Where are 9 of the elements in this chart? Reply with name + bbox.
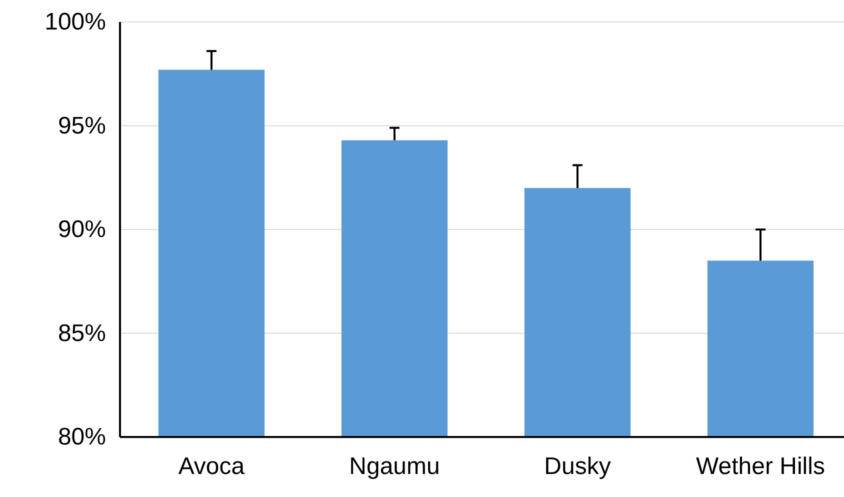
x-tick-label: Wether Hills	[696, 453, 825, 480]
x-tick-label: Ngaumu	[349, 453, 440, 480]
x-tick-label: Avoca	[178, 453, 246, 480]
y-tick-label: 90%	[58, 216, 106, 244]
y-tick-label: 80%	[58, 424, 106, 451]
y-tick-label: 85%	[58, 320, 106, 347]
y-tick-label: 95%	[58, 112, 106, 140]
x-tick-label: Dusky	[544, 453, 611, 480]
y-tick-label: 100%	[44, 8, 106, 36]
